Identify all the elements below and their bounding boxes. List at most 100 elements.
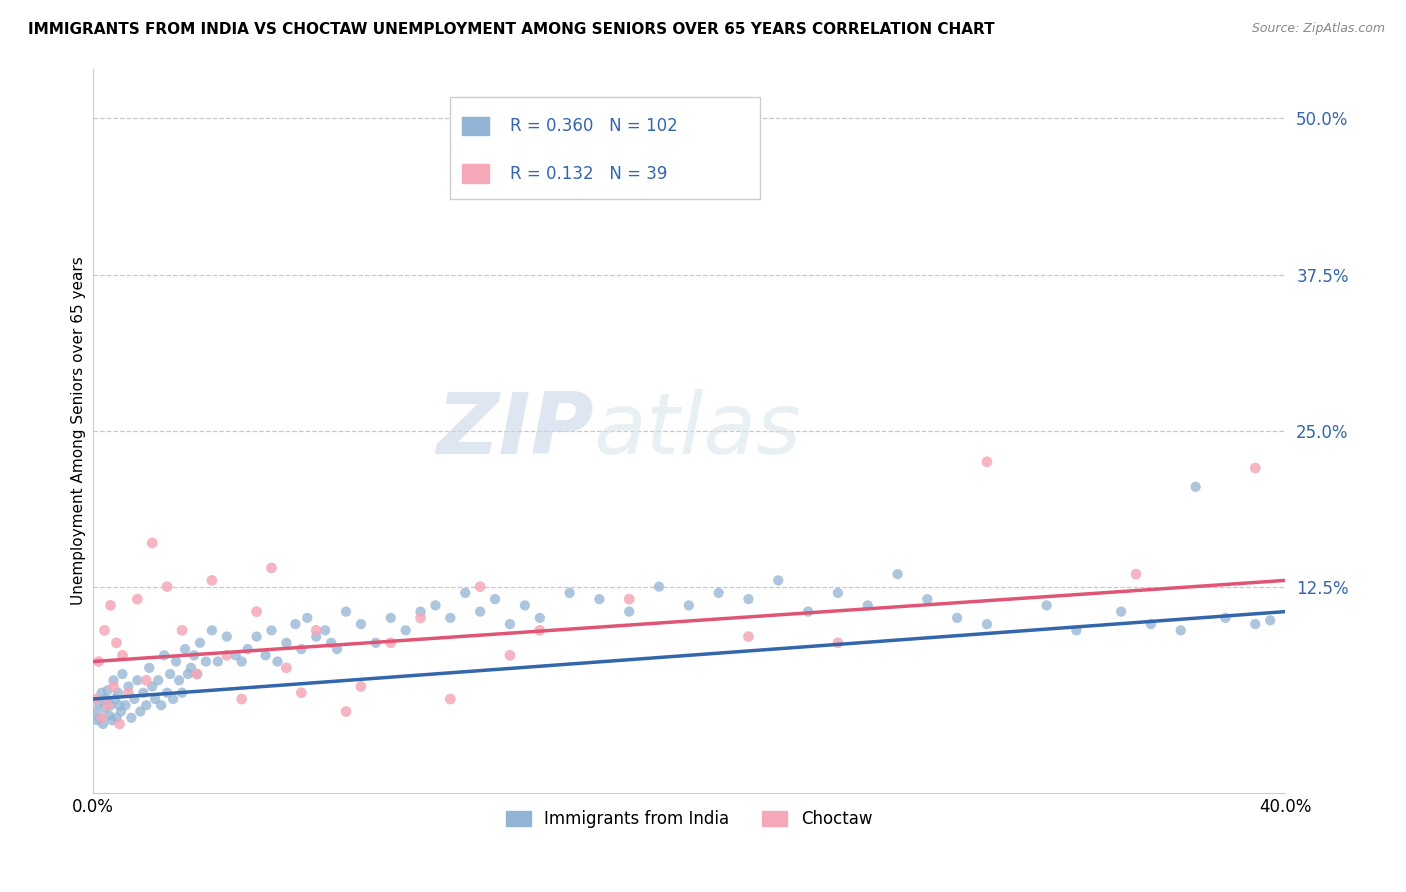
Point [156,686,179,700]
Point [380,611,402,625]
Point [236,642,259,657]
Point [1244,617,1267,632]
Point [470,580,492,594]
Point [105,636,128,650]
Text: R = 0.360   N = 102: R = 0.360 N = 102 [510,117,678,135]
Point [678,599,700,613]
Point [143,692,166,706]
Point [96,698,118,713]
Point [1184,480,1206,494]
Point [89,711,111,725]
Point [619,605,641,619]
Point [737,592,759,607]
Point [1066,624,1088,638]
Point [93,624,115,638]
Point [321,636,343,650]
Point [110,705,132,719]
Point [183,648,205,663]
Point [201,574,224,588]
Point [127,673,149,688]
Point [120,711,142,725]
Point [180,661,202,675]
Point [499,648,522,663]
Point [254,648,277,663]
Point [260,624,283,638]
Point [797,605,820,619]
Text: Source: ZipAtlas.com: Source: ZipAtlas.com [1251,22,1385,36]
Point [1109,605,1132,619]
Point [1215,611,1237,625]
Point [245,630,267,644]
Legend: Immigrants from India, Choctaw: Immigrants from India, Choctaw [499,804,879,835]
Point [107,686,129,700]
Bar [463,164,489,183]
Point [484,592,506,607]
Point [186,667,208,681]
Point [135,698,157,713]
Point [93,700,115,714]
Point [648,580,671,594]
Point [186,667,208,681]
Point [98,708,121,723]
Point [266,655,288,669]
Point [231,692,253,706]
Point [167,673,190,688]
Point [290,686,312,700]
Point [215,630,238,644]
Y-axis label: Unemployment Among Seniors over 65 years: Unemployment Among Seniors over 65 years [72,256,86,605]
Point [165,655,187,669]
Point [439,692,461,706]
Point [87,655,110,669]
Point [454,586,477,600]
Point [132,686,155,700]
Point [101,713,124,727]
Point [111,667,134,681]
Point [619,592,641,607]
Point [225,648,247,663]
Point [150,698,173,713]
Point [141,680,163,694]
Bar [463,117,489,135]
Point [1244,461,1267,475]
Point [917,592,939,607]
Text: ZIP: ZIP [436,389,593,472]
Point [111,648,134,663]
Point [231,655,253,669]
Text: R = 0.132   N = 39: R = 0.132 N = 39 [510,164,668,183]
Point [170,686,193,700]
Point [177,667,200,681]
Point [395,624,418,638]
Point [141,536,163,550]
Point [1140,617,1163,632]
Point [290,642,312,657]
Point [707,586,730,600]
Point [276,661,298,675]
Point [84,692,107,706]
Point [1170,624,1192,638]
Point [114,698,136,713]
Point [276,636,298,650]
Point [100,698,122,713]
Point [194,655,217,669]
Point [558,586,581,600]
Point [117,686,139,700]
Point [439,611,461,625]
Point [588,592,610,607]
Point [1035,599,1057,613]
Point [124,692,146,706]
Point [162,692,184,706]
Point [90,686,112,700]
Point [138,661,160,675]
Point [499,617,522,632]
Point [117,680,139,694]
Point [409,611,432,625]
Point [86,713,108,727]
Point [380,636,402,650]
Point [174,642,197,657]
Point [156,580,179,594]
Point [84,705,107,719]
Point [108,717,131,731]
Point [1125,567,1147,582]
Point [201,624,224,638]
Point [305,624,328,638]
